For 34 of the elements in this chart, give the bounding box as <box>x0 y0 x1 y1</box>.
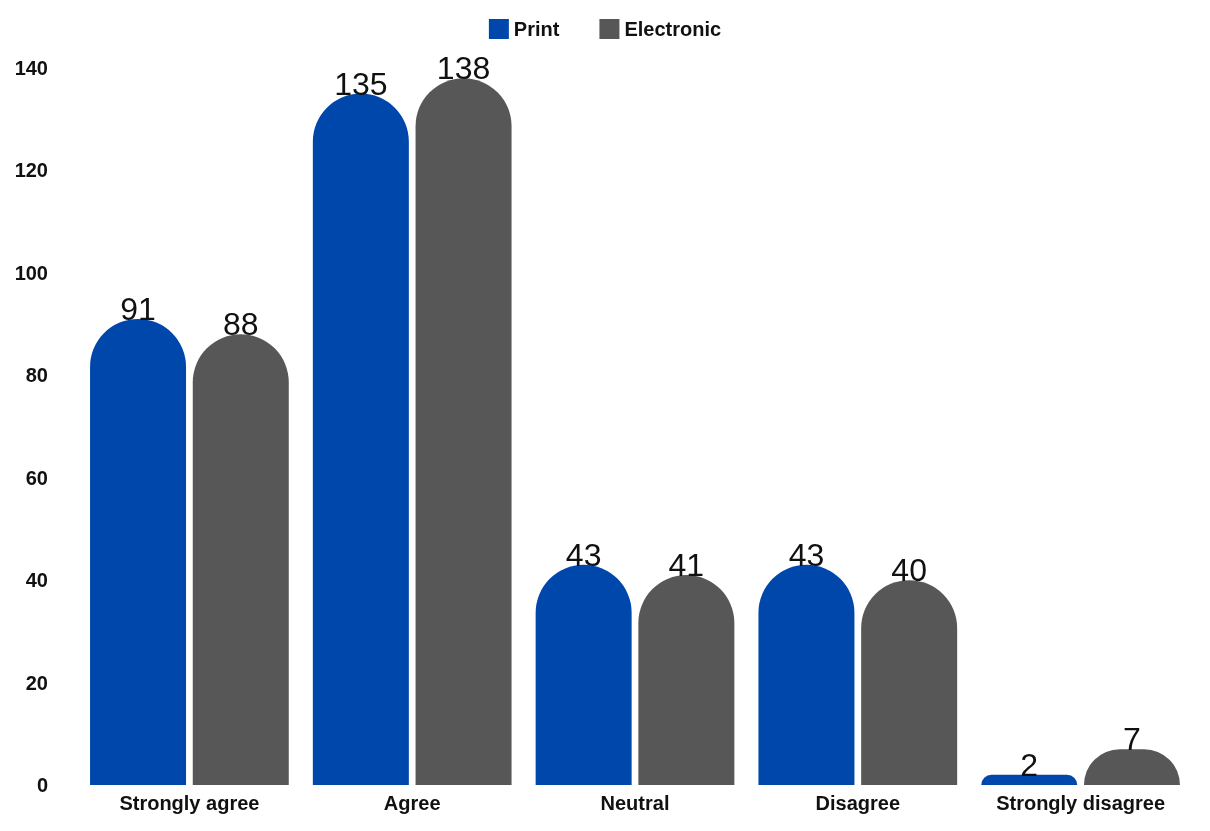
y-tick-label: 100 <box>14 261 48 284</box>
data-label: 91 <box>120 290 156 327</box>
y-tick-label: 40 <box>25 569 48 592</box>
data-label: 43 <box>788 536 825 573</box>
data-label: 138 <box>436 50 491 87</box>
data-label: 40 <box>891 552 927 589</box>
bar <box>861 580 958 785</box>
data-label: 41 <box>668 547 705 584</box>
data-label: 43 <box>565 536 602 573</box>
bar <box>638 575 735 785</box>
data-label: 135 <box>334 65 388 102</box>
x-tick-label: Strongly agree <box>119 792 260 814</box>
legend-label: Electronic <box>624 18 722 40</box>
bar <box>535 564 632 785</box>
y-tick-label: 0 <box>36 774 48 796</box>
bar <box>981 774 1078 785</box>
bar <box>415 78 512 785</box>
bar <box>758 564 855 785</box>
bar <box>312 93 409 785</box>
data-label: 88 <box>222 306 259 343</box>
y-tick-label: 140 <box>14 57 48 79</box>
y-tick-label: 20 <box>25 671 48 694</box>
x-tick-label: Strongly disagree <box>996 792 1166 814</box>
y-tick-label: 120 <box>14 159 48 182</box>
bar <box>90 318 187 785</box>
x-tick-label: Disagree <box>815 792 901 814</box>
legend-label: Print <box>513 18 560 40</box>
data-label: 7 <box>1123 721 1141 758</box>
data-label: 2 <box>1020 746 1039 783</box>
y-tick-label: 60 <box>25 466 48 489</box>
y-tick-label: 80 <box>25 364 48 387</box>
x-tick-label: Agree <box>383 792 441 814</box>
x-tick-label: Neutral <box>600 792 670 814</box>
bar <box>192 334 289 785</box>
